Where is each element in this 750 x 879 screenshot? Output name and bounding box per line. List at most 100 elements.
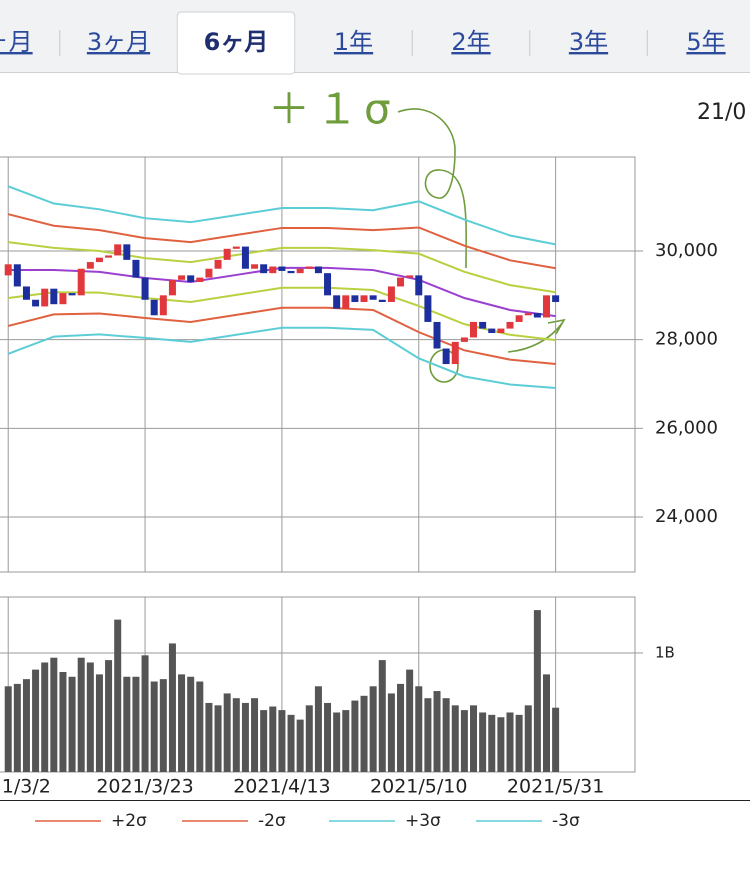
annotation-arrow [397, 108, 467, 269]
volume-bar [68, 676, 76, 772]
candle [22, 286, 30, 300]
candle [506, 321, 514, 329]
candle [59, 293, 67, 305]
tab[interactable]: 5年 [686, 28, 725, 56]
volume-bar [260, 710, 268, 772]
volume-bar [533, 610, 541, 772]
band-line [7, 306, 556, 366]
volume-bar [524, 705, 532, 772]
legend-label: -2σ [258, 811, 286, 831]
candle [442, 348, 450, 365]
candle [387, 286, 395, 302]
candle [196, 277, 204, 283]
x-tick-label: 2021/5/10 [370, 776, 467, 798]
volume-bar [351, 700, 359, 772]
tab[interactable]: 1ヶ月 [0, 28, 33, 56]
tab[interactable]: 2年 [451, 28, 490, 56]
volume-bar [132, 676, 140, 772]
volume-bar [232, 698, 240, 772]
volume-bar [223, 693, 231, 772]
candle [150, 299, 158, 316]
volume-bar [424, 698, 432, 772]
candle [132, 259, 140, 278]
candle [296, 268, 304, 274]
candle [251, 264, 259, 269]
x-tick-label: 2021/4/13 [233, 776, 330, 798]
candle [360, 295, 368, 302]
volume-bar [333, 712, 341, 772]
candle [205, 268, 213, 278]
candle [260, 264, 268, 274]
candle [13, 264, 21, 287]
volume-bar [324, 702, 332, 772]
candle [378, 299, 386, 302]
candle [488, 328, 496, 334]
candle [168, 279, 176, 296]
volume-bar [296, 719, 304, 772]
candle [278, 266, 286, 271]
volume-bar [369, 686, 377, 772]
candle [351, 295, 359, 302]
candle [460, 337, 468, 342]
volume-bar [187, 676, 195, 772]
candle [95, 257, 103, 263]
candle [524, 313, 532, 316]
candle [77, 268, 85, 296]
tab[interactable]: 1年 [334, 28, 373, 56]
y-tick-label: 1B [655, 643, 675, 661]
candle [451, 341, 459, 365]
tab[interactable]: 6ヶ月 [204, 28, 269, 56]
annotation: ＋１σ [268, 85, 397, 134]
x-tick-label: 2021/3/23 [96, 776, 193, 798]
volume-bar [114, 619, 122, 772]
band-line [7, 185, 556, 246]
volume-bar [278, 710, 286, 772]
volume-bar [433, 691, 441, 772]
volume-bar [397, 683, 405, 772]
band-line [7, 213, 556, 270]
candle [479, 321, 487, 329]
candle [68, 293, 76, 296]
candle [4, 264, 12, 276]
volume-bar [470, 705, 478, 772]
volume-bar [543, 674, 551, 772]
y-tick-label: 26,000 [655, 417, 718, 438]
y-tick-label: 30,000 [655, 240, 718, 261]
candle [497, 328, 505, 334]
volume-bar [196, 681, 204, 772]
tab[interactable]: 3年 [569, 28, 608, 56]
candle [543, 295, 551, 318]
candle [86, 262, 94, 269]
volume-bar [41, 662, 49, 772]
candle [223, 248, 231, 260]
volume-bar [32, 669, 40, 772]
date-label: 21/0 [697, 100, 746, 125]
volume-bar [4, 686, 12, 772]
volume-bar [13, 683, 21, 772]
candle [415, 275, 423, 296]
volume-bar [387, 693, 395, 772]
volume-bar [442, 698, 450, 772]
plot-frame [0, 156, 636, 573]
tab[interactable]: 3ヶ月 [87, 28, 150, 56]
volume-bar [287, 714, 295, 772]
legend-label: -3σ [552, 811, 580, 831]
band-line [8, 241, 556, 294]
volume-bar [241, 702, 249, 772]
candle [515, 315, 523, 322]
candle [314, 266, 322, 274]
volume-bar [22, 679, 30, 772]
candle [342, 295, 350, 309]
volume-bar [50, 657, 58, 772]
candle [552, 295, 560, 302]
active-tab [176, 11, 296, 75]
volume-bar [251, 698, 259, 772]
volume-bar [77, 657, 85, 772]
volume-bar [515, 714, 523, 772]
candle [424, 295, 432, 322]
candle [406, 275, 414, 278]
candle [123, 244, 131, 260]
volume-bar [168, 643, 176, 772]
x-tick-label: 2021/5/31 [507, 776, 604, 798]
